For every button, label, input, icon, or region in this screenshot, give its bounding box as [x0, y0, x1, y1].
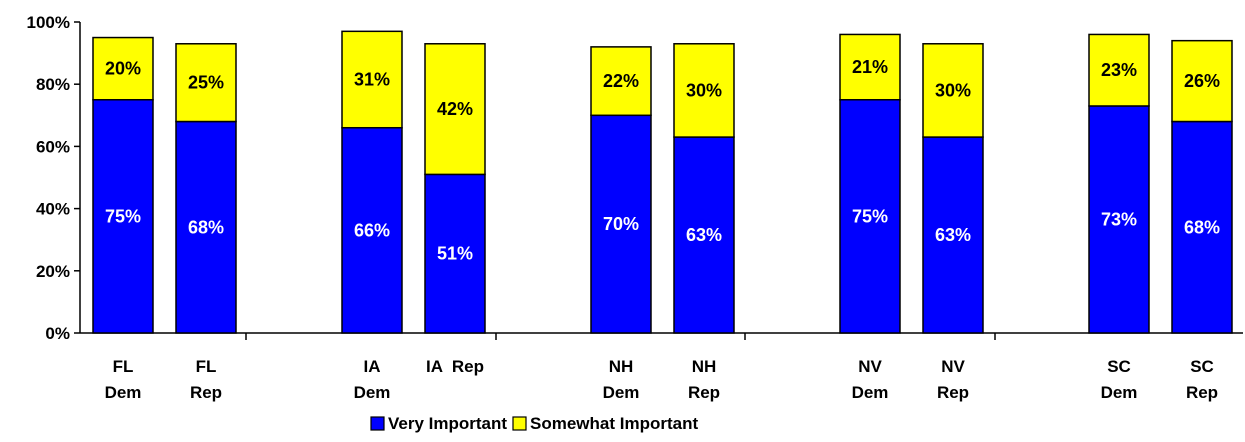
data-label-very-important: 68%	[188, 217, 224, 237]
y-tick-label: 0%	[45, 324, 70, 343]
data-label-very-important: 63%	[686, 225, 722, 245]
bar-somewhat-important	[175, 43, 237, 123]
y-tick-label: 40%	[36, 200, 70, 219]
data-label-somewhat-important: 21%	[852, 57, 888, 77]
data-label-somewhat-important: 25%	[188, 73, 224, 93]
bar-very-important	[1171, 120, 1233, 334]
y-tick-label: 20%	[36, 262, 70, 281]
data-label-very-important: 63%	[935, 225, 971, 245]
data-label-somewhat-important: 42%	[437, 99, 473, 119]
bar-very-important	[424, 173, 486, 334]
bar-very-important	[922, 136, 984, 334]
y-tick-label: 80%	[36, 75, 70, 94]
data-label-very-important: 70%	[603, 214, 639, 234]
data-label-very-important: 75%	[105, 206, 141, 226]
legend-swatch	[370, 416, 385, 431]
bar-somewhat-important	[1171, 39, 1233, 123]
data-label-somewhat-important: 22%	[603, 71, 639, 91]
x-category-label: NH	[692, 357, 717, 376]
bar-somewhat-important	[1088, 33, 1150, 107]
x-category-label: FL	[196, 357, 217, 376]
legend-swatch	[512, 416, 527, 431]
data-label-somewhat-important: 20%	[105, 59, 141, 79]
bar-somewhat-important	[341, 30, 403, 129]
x-category-label: NV	[858, 357, 882, 376]
x-category-label: Rep	[1186, 383, 1218, 402]
data-label-somewhat-important: 26%	[1184, 71, 1220, 91]
y-tick-label: 100%	[27, 13, 70, 32]
data-label-somewhat-important: 31%	[354, 70, 390, 90]
x-category-label: Rep	[688, 383, 720, 402]
x-category-label: NV	[941, 357, 965, 376]
x-category-label: IA	[364, 357, 381, 376]
x-category-label: NH	[609, 357, 634, 376]
bar-very-important	[341, 126, 403, 334]
x-category-label: Rep	[190, 383, 222, 402]
data-label-very-important: 51%	[437, 244, 473, 264]
bar-very-important	[1088, 105, 1150, 334]
data-label-somewhat-important: 30%	[686, 80, 722, 100]
data-label-very-important: 75%	[852, 206, 888, 226]
bar-somewhat-important	[92, 36, 154, 101]
x-category-label: Dem	[354, 383, 391, 402]
x-category-label: SC	[1190, 357, 1214, 376]
bar-very-important	[673, 136, 735, 334]
legend-label: Somewhat Important	[530, 414, 698, 433]
legend-label: Very Important	[388, 414, 507, 433]
data-label-very-important: 73%	[1101, 209, 1137, 229]
x-category-label: Dem	[852, 383, 889, 402]
x-category-label: FL	[113, 357, 134, 376]
bar-somewhat-important	[590, 46, 652, 117]
y-tick-label: 60%	[36, 137, 70, 156]
data-label-somewhat-important: 30%	[935, 80, 971, 100]
bar-somewhat-important	[922, 43, 984, 138]
x-category-label: SC	[1107, 357, 1131, 376]
data-label-somewhat-important: 23%	[1101, 60, 1137, 80]
x-category-label: Dem	[1101, 383, 1138, 402]
x-category-label: IA Rep	[426, 357, 484, 376]
bar-very-important	[92, 99, 154, 334]
bar-somewhat-important	[424, 43, 486, 176]
x-category-label: Dem	[105, 383, 142, 402]
bar-somewhat-important	[839, 33, 901, 101]
bar-very-important	[839, 99, 901, 334]
bar-somewhat-important	[673, 43, 735, 138]
x-category-label: Rep	[937, 383, 969, 402]
data-label-very-important: 68%	[1184, 217, 1220, 237]
x-category-label: Dem	[603, 383, 640, 402]
data-label-very-important: 66%	[354, 220, 390, 240]
